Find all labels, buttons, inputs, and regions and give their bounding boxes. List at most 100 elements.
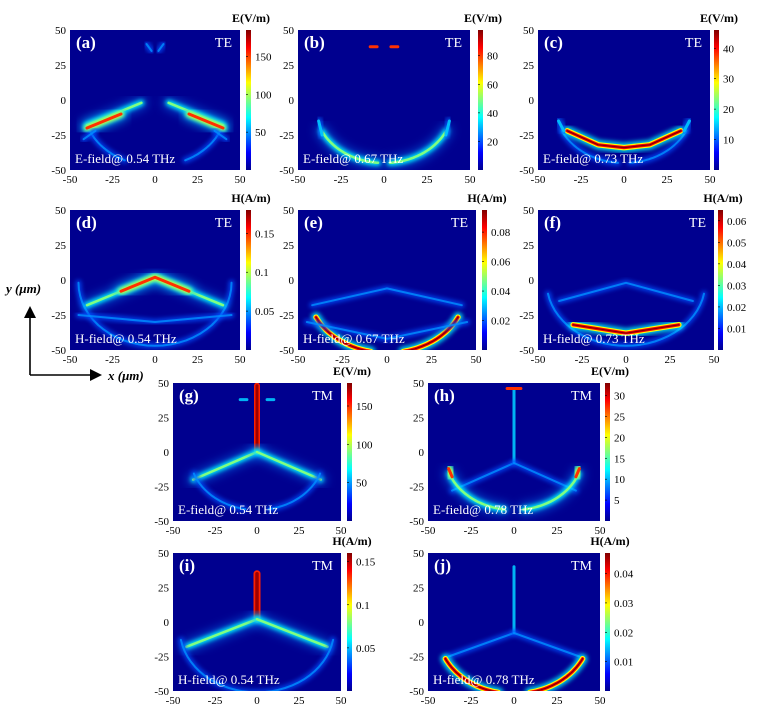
colorbar-title: H(A/m) [332,534,371,548]
y-tick-label: 25 [413,413,425,425]
x-tick-label: 25 [294,525,306,537]
y-axis-arrow-label: y (μm) [4,281,41,296]
field-pattern [187,383,327,513]
x-tick-label: 50 [595,695,607,707]
y-tick-label: -25 [409,482,424,494]
y-tick-label: 0 [164,617,170,629]
colorbar-tick-label: 0.02 [727,302,746,314]
colorbar-tick-label: 15 [614,453,626,465]
colorbar [605,553,610,691]
colorbar [714,30,719,170]
colorbar-tick-label: 0.01 [727,323,746,335]
colorbar [478,30,483,170]
field-pattern [314,39,454,169]
y-tick-label: 0 [61,275,67,287]
frequency-annotation: E-field@ 0.73 THz [543,151,643,166]
colorbar-title: H(A/m) [231,191,270,205]
colorbar-title: E(V/m) [464,11,502,25]
colorbar-tick-label: 10 [614,474,626,486]
axis-arrows: y (μm) x (μm) [4,281,144,383]
mode-label: TE [451,216,468,231]
x-tick-label: -50 [63,354,78,366]
y-tick-label: 25 [55,60,67,72]
x-tick-label: -25 [575,354,590,366]
colorbar-tick-label: 0.03 [614,598,634,610]
colorbar-tick-label: 50 [255,127,267,139]
x-tick-label: 0 [152,174,158,186]
y-tick-label: -50 [279,165,294,177]
x-tick-label: 25 [662,174,674,186]
colorbar-tick-label: 0.03 [727,280,747,292]
y-tick-label: 0 [164,447,170,459]
x-tick-label: 50 [465,174,477,186]
colorbar [347,553,352,691]
mode-label: TM [312,389,334,404]
frequency-annotation: E-field@ 0.54 THz [75,151,175,166]
colorbar-tick-label: 0.06 [491,257,511,269]
x-tick-label: 0 [254,695,260,707]
y-tick-label: -25 [519,130,534,142]
colorbar-tick-label: 0.04 [727,259,747,271]
y-tick-label: 50 [55,25,67,37]
colorbar-tick-label: 0.02 [491,316,510,328]
x-tick-label: -25 [335,354,350,366]
colorbar-tick-label: 0.15 [255,228,275,240]
colorbar-tick-label: 100 [356,439,373,451]
x-tick-label: -25 [464,695,479,707]
panel-f: (f) TE H-field@ 0.73 THz 50 25 0 -25 -50-50 -25 0… [519,191,746,366]
y-tick-label: -50 [154,516,169,528]
x-tick-label: 25 [552,525,564,537]
colorbar [482,210,487,350]
y-tick-label: -50 [154,686,169,698]
panel-d: (d) TE H-field@ 0.54 THz 50 25 0 -25 -50-50 -25 0… [51,191,274,366]
x-tick-label: 50 [235,174,247,186]
y-tick-label: 50 [283,25,295,37]
x-tick-label: -50 [421,525,436,537]
y-tick-label: -25 [519,310,534,322]
x-tick-label: -50 [421,695,436,707]
colorbar-tick-label: 0.1 [356,600,370,612]
x-tick-label: 25 [552,695,564,707]
panel-h: (h) TM E-field@ 0.78 THz 50 25 0 -25 -50-50 -25 0… [409,364,629,537]
y-tick-label: -25 [51,310,66,322]
colorbar-tick-label: 5 [614,495,620,507]
y-tick-label: -25 [154,482,169,494]
y-tick-label: 0 [289,95,295,107]
x-axis-arrow-label: x (μm) [107,368,144,383]
y-tick-label: 25 [55,240,67,252]
colorbar-tick-label: 150 [356,401,373,413]
y-tick-label: 50 [283,205,295,217]
colorbar-tick-label: 0.06 [727,216,747,228]
panel-a: (a) TE E-field@ 0.54 THz 50 25 0 -25 -50-50 -25 0… [51,11,272,186]
colorbar-tick-label: 0.01 [614,657,633,669]
panel-g: (g) TM E-field@ 0.54 THz 50 25 0 -25 -50-50 -25 0… [154,364,373,537]
colorbar-tick-label: 0.08 [491,227,511,239]
field-pattern [303,285,471,350]
field-pattern [545,279,707,349]
colorbar-tick-label: 150 [255,51,272,63]
panel-label: (d) [76,213,97,232]
frequency-annotation: H-field@ 0.78 THz [433,672,535,687]
colorbar-tick-label: 40 [487,108,499,120]
y-tick-label: -50 [51,345,66,357]
colorbar-tick-label: 25 [614,411,626,423]
y-tick-label: -25 [279,130,294,142]
y-tick-label: -50 [51,165,66,177]
panel-label: (c) [544,33,563,52]
mode-label: TM [312,559,334,574]
x-tick-label: -25 [105,174,120,186]
colorbar [718,210,723,350]
panel-label: (e) [304,213,323,232]
field-pattern [75,270,235,349]
y-tick-label: 0 [419,617,425,629]
colorbar-tick-label: 20 [487,136,499,148]
frequency-annotation: H-field@ 0.73 THz [543,331,645,346]
panel-b: (b) TE E-field@ 0.67 THz 50 25 0 -25 -50-50 -25 0… [279,11,502,186]
x-tick-label: 50 [471,354,483,366]
colorbar-tick-label: 20 [723,104,735,116]
y-tick-label: 50 [55,205,67,217]
y-tick-label: 0 [61,95,67,107]
panel-e: (e) TE H-field@ 0.67 THz 50 25 0 -25 -50-50 -25 0… [279,191,510,366]
panel-label: (j) [434,556,451,575]
y-tick-label: 50 [158,378,170,390]
